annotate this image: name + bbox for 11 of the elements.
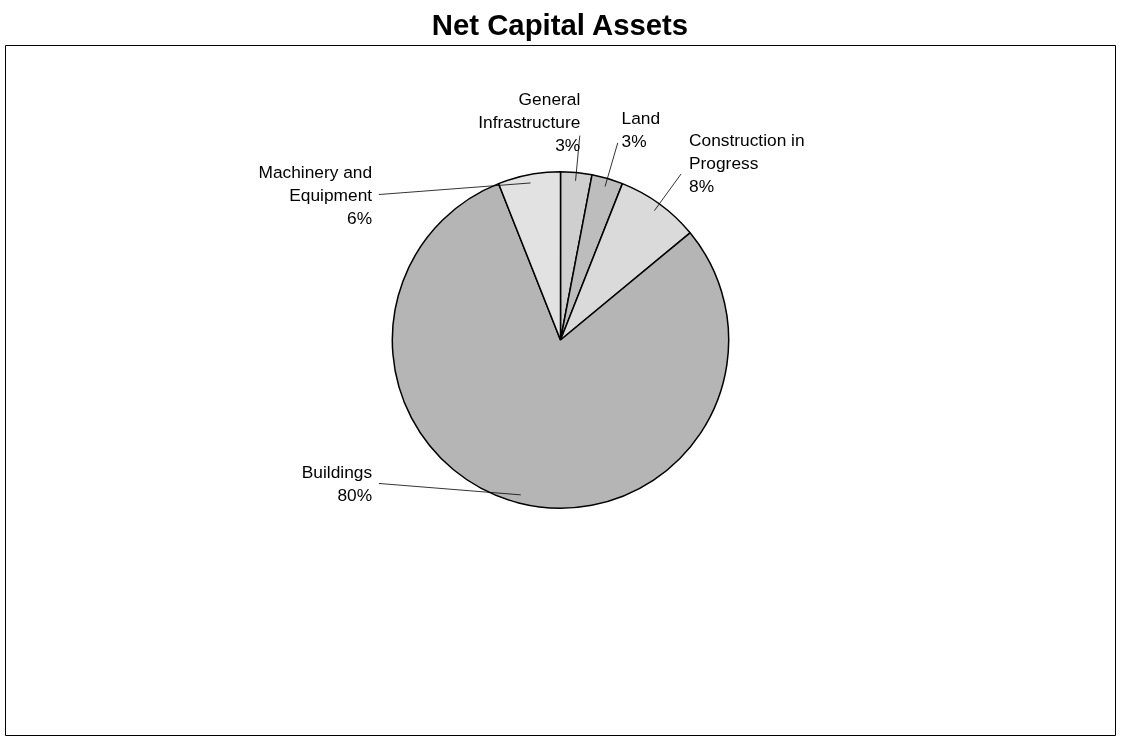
data-label: 8% — [689, 176, 715, 197]
slice-label: Land — [621, 108, 661, 129]
slice-label: Construction in Progress — [689, 130, 805, 174]
slice-label: Machinery and Equipment — [258, 161, 373, 205]
data-label: 3% — [555, 135, 581, 156]
chart-title: Net Capital Assets — [431, 7, 689, 41]
data-label: 3% — [621, 131, 647, 152]
data-label: 6% — [347, 207, 373, 228]
data-label: 80% — [337, 484, 373, 505]
slice-label: Buildings — [301, 461, 373, 482]
slice-label: General Infrastructure — [478, 89, 581, 133]
